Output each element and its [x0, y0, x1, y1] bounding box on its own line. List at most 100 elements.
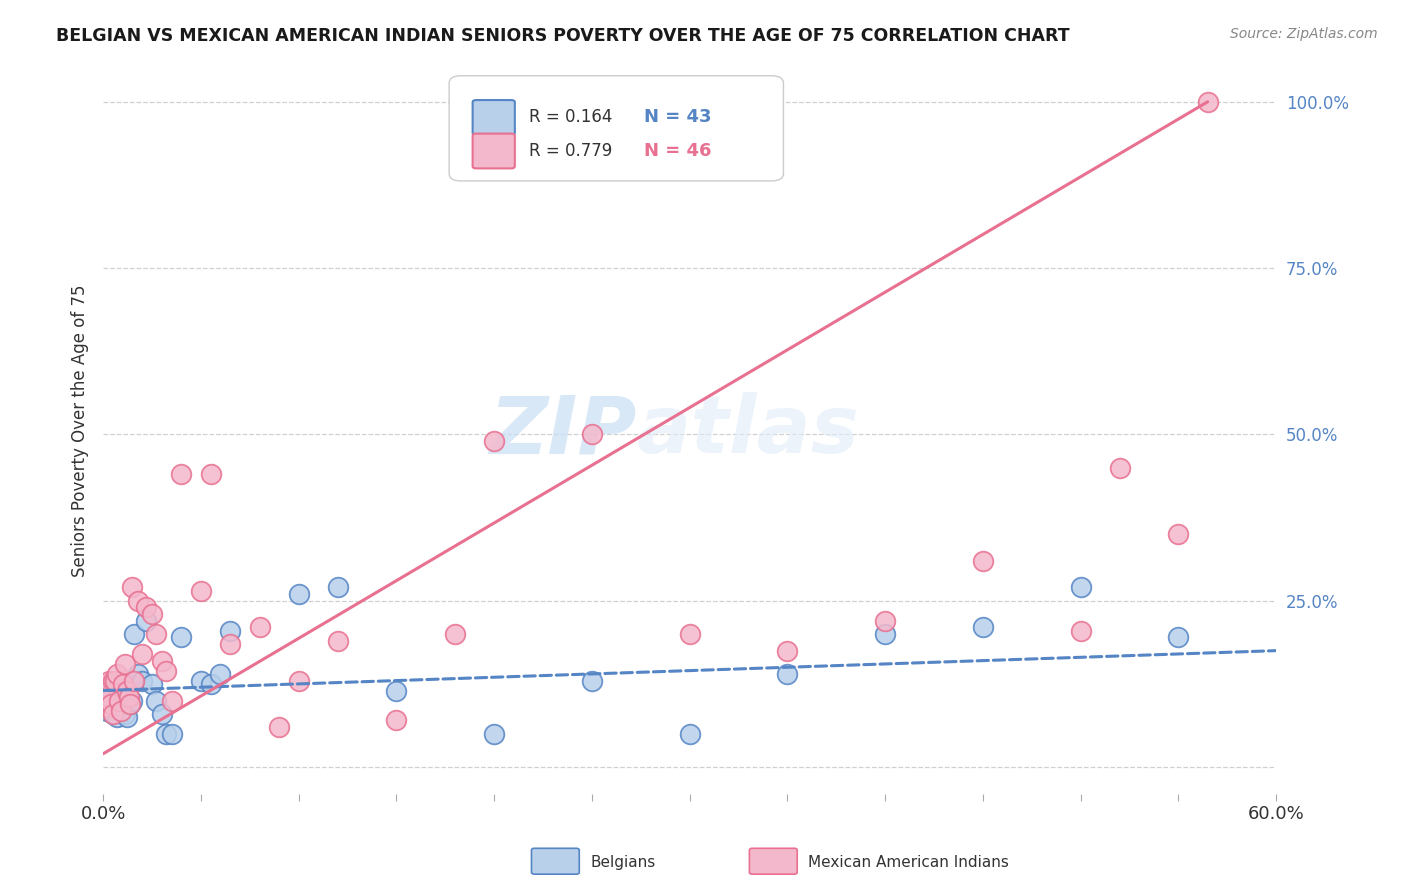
Point	[107, 693, 129, 707]
Point	[110, 704, 132, 718]
Point	[1070, 581, 1092, 595]
Point	[155, 664, 177, 678]
Text: Mexican American Indians: Mexican American Indians	[808, 855, 1010, 870]
Point	[326, 581, 349, 595]
Point	[385, 683, 408, 698]
Point	[482, 727, 505, 741]
Point	[117, 690, 139, 705]
Point	[581, 673, 603, 688]
Point	[1108, 460, 1130, 475]
Point	[101, 706, 124, 721]
Point	[267, 720, 290, 734]
Point	[1070, 624, 1092, 638]
Point	[875, 614, 897, 628]
Point	[117, 680, 139, 694]
Point	[98, 697, 121, 711]
Point	[101, 706, 124, 721]
Text: N = 43: N = 43	[644, 109, 711, 127]
Point	[101, 690, 124, 705]
Point	[287, 587, 309, 601]
Point	[131, 647, 153, 661]
Point	[385, 714, 408, 728]
Point	[482, 434, 505, 448]
Point	[105, 667, 128, 681]
Point	[170, 467, 193, 482]
Point	[98, 673, 121, 688]
Point	[678, 727, 700, 741]
Point	[249, 620, 271, 634]
Point	[127, 667, 149, 681]
Point	[972, 620, 994, 634]
Point	[107, 697, 129, 711]
Point	[104, 693, 127, 707]
Point	[111, 673, 134, 688]
Point	[776, 667, 799, 681]
Point	[135, 600, 157, 615]
Point	[94, 690, 117, 705]
Point	[972, 554, 994, 568]
Point	[115, 710, 138, 724]
Point	[96, 704, 118, 718]
Point	[121, 693, 143, 707]
Point	[124, 627, 146, 641]
FancyBboxPatch shape	[472, 100, 515, 135]
Point	[776, 643, 799, 657]
Point	[219, 637, 242, 651]
Point	[145, 693, 167, 707]
FancyBboxPatch shape	[449, 76, 783, 181]
Point	[1167, 527, 1189, 541]
Text: Source: ZipAtlas.com: Source: ZipAtlas.com	[1230, 27, 1378, 41]
Point	[145, 627, 167, 641]
Point	[200, 467, 222, 482]
Text: atlas: atlas	[637, 392, 859, 470]
Point	[96, 700, 118, 714]
Point	[135, 614, 157, 628]
Point	[131, 673, 153, 688]
Point	[114, 706, 136, 721]
Point	[141, 607, 163, 621]
Point	[121, 581, 143, 595]
Point	[219, 624, 242, 638]
Point	[101, 673, 124, 688]
Point	[1167, 630, 1189, 644]
Text: R = 0.164: R = 0.164	[529, 109, 612, 127]
Point	[98, 683, 121, 698]
Point	[209, 667, 232, 681]
Text: Belgians: Belgians	[591, 855, 655, 870]
FancyBboxPatch shape	[472, 134, 515, 169]
Text: N = 46: N = 46	[644, 142, 711, 160]
Point	[170, 630, 193, 644]
Y-axis label: Seniors Poverty Over the Age of 75: Seniors Poverty Over the Age of 75	[72, 285, 89, 577]
Point	[150, 654, 173, 668]
Point	[94, 693, 117, 707]
Point	[1197, 95, 1219, 109]
Point	[127, 593, 149, 607]
Point	[155, 727, 177, 741]
Point	[100, 700, 122, 714]
Point	[115, 683, 138, 698]
Point	[110, 690, 132, 705]
Point	[120, 697, 142, 711]
Point	[444, 627, 467, 641]
Text: ZIP: ZIP	[489, 392, 637, 470]
Point	[150, 706, 173, 721]
Text: BELGIAN VS MEXICAN AMERICAN INDIAN SENIORS POVERTY OVER THE AGE OF 75 CORRELATIO: BELGIAN VS MEXICAN AMERICAN INDIAN SENIO…	[56, 27, 1070, 45]
Point	[124, 673, 146, 688]
Point	[104, 673, 127, 688]
Point	[190, 583, 212, 598]
Point	[111, 700, 134, 714]
Point	[160, 727, 183, 741]
Point	[581, 427, 603, 442]
Point	[678, 627, 700, 641]
Point	[141, 677, 163, 691]
Point	[111, 677, 134, 691]
Point	[114, 657, 136, 671]
Point	[287, 673, 309, 688]
Point	[160, 693, 183, 707]
Point	[100, 697, 122, 711]
Point	[326, 633, 349, 648]
Point	[190, 673, 212, 688]
Point	[120, 697, 142, 711]
Text: R = 0.779: R = 0.779	[529, 142, 612, 160]
Point	[200, 677, 222, 691]
